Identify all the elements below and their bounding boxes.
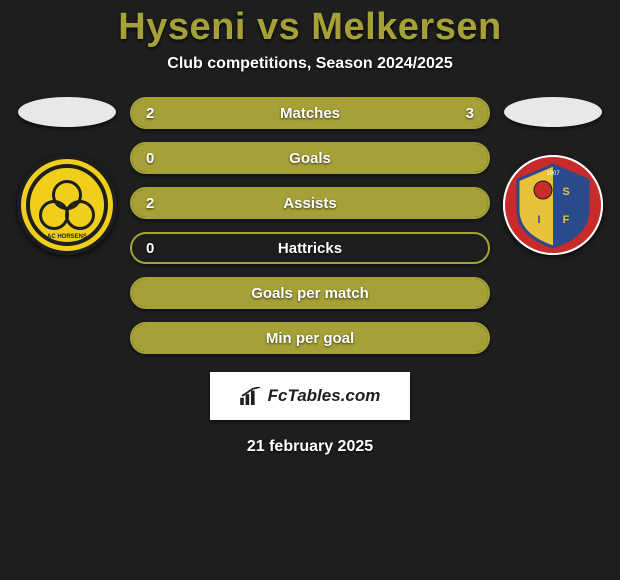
stat-bar: 0 Hattricks <box>130 232 490 264</box>
stat-label: Min per goal <box>266 330 354 347</box>
left-club-crest: AC HORSENS <box>17 155 117 255</box>
stat-label: Goals per match <box>251 285 369 302</box>
stat-right-value: 3 <box>466 105 474 122</box>
brand-icon <box>240 387 262 405</box>
stats-bars: 2 Matches 3 0 Goals 2 Assists 0 Hattricks Goals p… <box>130 97 490 354</box>
page-title: Hyseni vs Melkersen <box>118 6 501 49</box>
stat-label: Hattricks <box>278 240 342 257</box>
infographic-container: Hyseni vs Melkersen Club competitions, S… <box>0 0 620 580</box>
subtitle: Club competitions, Season 2024/2025 <box>167 55 452 73</box>
svg-text:S: S <box>562 186 569 198</box>
svg-text:I: I <box>537 214 540 226</box>
right-player-col: S I F 1907 <box>498 97 608 255</box>
crest-label: AC HORSENS <box>47 234 87 240</box>
left-player-col: AC HORSENS <box>12 97 122 255</box>
stat-bar: 0 Goals <box>130 142 490 174</box>
stat-bar: Goals per match <box>130 277 490 309</box>
brand-text: FcTables.com <box>268 386 381 406</box>
right-flag <box>504 97 602 127</box>
stat-bar: Min per goal <box>130 322 490 354</box>
right-club-crest: S I F 1907 <box>503 155 603 255</box>
stat-left-value: 0 <box>146 240 154 257</box>
stat-label: Assists <box>283 195 336 212</box>
stat-left-value: 2 <box>146 195 154 212</box>
brand-box: FcTables.com <box>210 372 411 420</box>
main-row: AC HORSENS 2 Matches 3 0 Goals 2 Assists 0 Hattr… <box>0 97 620 354</box>
shield-icon: S I F 1907 <box>503 155 603 255</box>
left-flag <box>18 97 116 127</box>
stat-bar: 2 Matches 3 <box>130 97 490 129</box>
rings-icon <box>39 180 95 230</box>
date-text: 21 february 2025 <box>247 438 373 456</box>
crest-inner: AC HORSENS <box>26 164 108 246</box>
svg-text:F: F <box>563 214 570 226</box>
stat-left-value: 0 <box>146 150 154 167</box>
stat-label: Goals <box>289 150 331 167</box>
stat-bar: 2 Assists <box>130 187 490 219</box>
stat-label: Matches <box>280 105 340 122</box>
stat-left-value: 2 <box>146 105 154 122</box>
svg-text:1907: 1907 <box>546 171 560 177</box>
